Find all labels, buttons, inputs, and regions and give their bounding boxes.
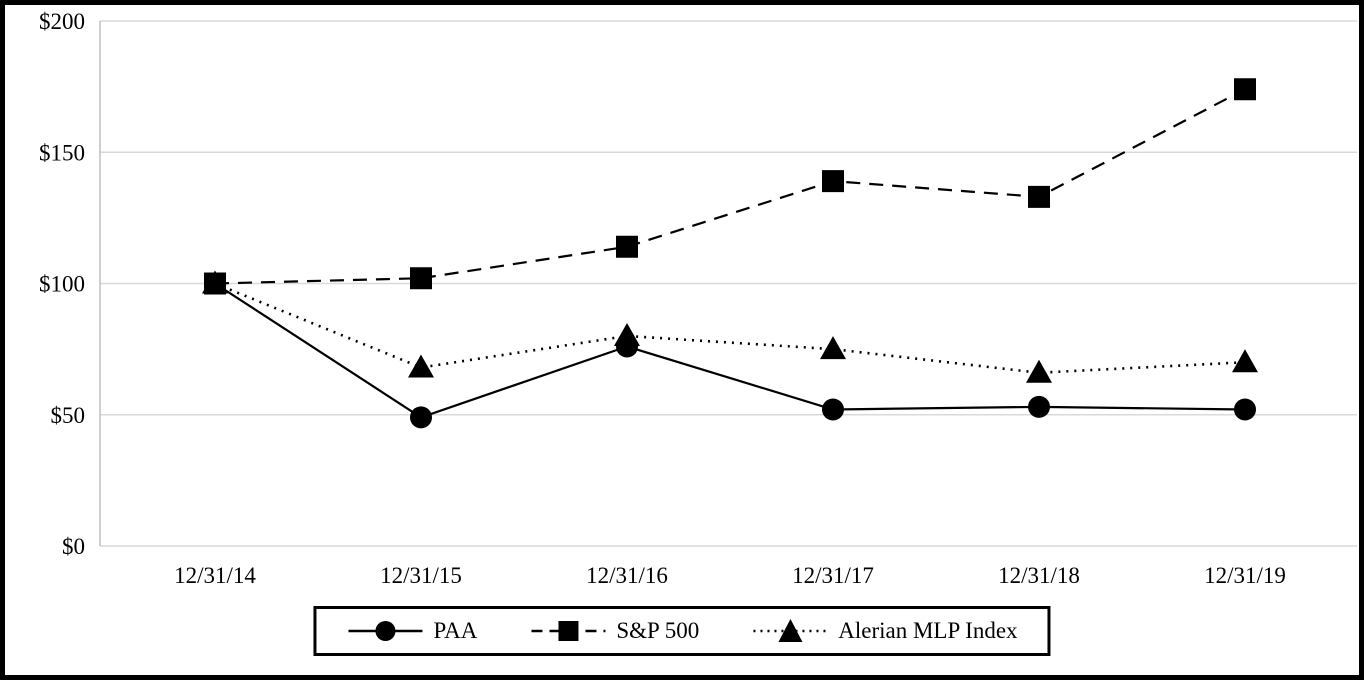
- svg-text:12/31/19: 12/31/19: [1204, 563, 1286, 588]
- svg-text:$200: $200: [39, 9, 85, 34]
- legend-item-sp500: S&P 500: [529, 616, 699, 646]
- legend-label-paa: PAA: [433, 618, 478, 643]
- legend-item-paa: PAA: [346, 616, 477, 646]
- performance-line-chart: $200 $150 $100 $50 $0 12/31/14 12/31/15 12/31/1…: [39, 9, 1357, 588]
- svg-text:$150: $150: [39, 140, 85, 165]
- paa-solid-line-circle-marker-icon: [348, 621, 423, 641]
- alerian-dotted-line-triangle-marker-icon: [753, 619, 828, 642]
- legend-label-sp500: S&P 500: [616, 618, 700, 643]
- sp500-dashed-line-square-marker-icon: [531, 621, 606, 641]
- svg-text:$0: $0: [62, 534, 85, 559]
- legend-item-alerian: Alerian MLP Index: [751, 616, 1018, 646]
- svg-text:$50: $50: [51, 403, 86, 428]
- svg-text:12/31/16: 12/31/16: [586, 563, 668, 588]
- svg-text:12/31/18: 12/31/18: [998, 563, 1080, 588]
- svg-text:12/31/15: 12/31/15: [380, 563, 462, 588]
- svg-text:12/31/17: 12/31/17: [792, 563, 874, 588]
- legend-label-alerian: Alerian MLP Index: [838, 618, 1018, 643]
- chart-legend: PAA S&P 500 Alerian MLP Index: [313, 606, 1051, 656]
- svg-text:12/31/14: 12/31/14: [174, 563, 256, 588]
- svg-text:$100: $100: [39, 272, 85, 297]
